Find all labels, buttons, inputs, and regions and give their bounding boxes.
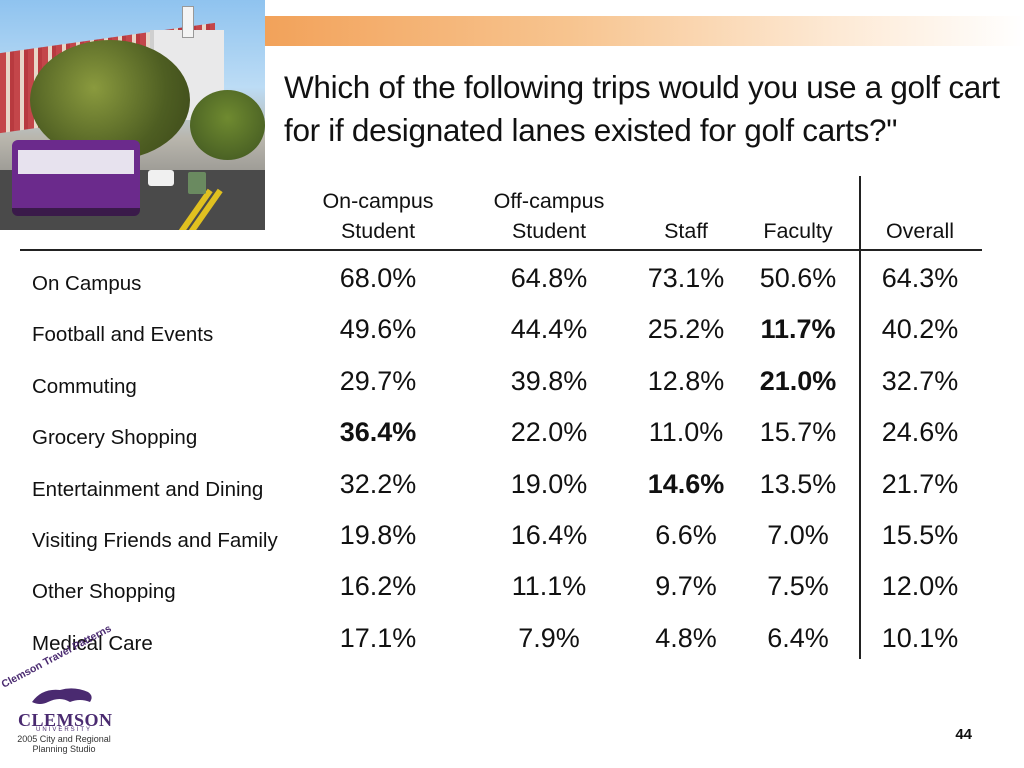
row-label: Commuting [32, 374, 137, 398]
table-cell: 17.1% [339, 622, 417, 653]
column-header-offcampus-student: Off-campus Student [493, 189, 605, 243]
campus-photo [0, 0, 265, 230]
column-header-faculty: Faculty [763, 219, 833, 243]
row-label: Football and Events [32, 323, 214, 347]
photo-light-tower [182, 6, 194, 38]
table-cell: 16.2% [339, 571, 417, 602]
column-header-overall: Overall [885, 219, 955, 243]
table-cell: 7.0% [767, 520, 829, 550]
table-cell: 64.8% [510, 263, 588, 293]
table-cell: 73.1% [647, 263, 725, 293]
logo-line-2: Planning Studio [32, 744, 96, 754]
photo-bus [12, 140, 140, 216]
table-cell: 6.4% [767, 622, 829, 653]
table-cell: 21.7% [881, 468, 959, 499]
column-header-staff: Staff [664, 219, 708, 243]
clemson-travel-patterns-logo: Clemson Travel Patterns CLEMSON UNIVERSI… [0, 623, 113, 756]
table-cell: 50.6% [759, 263, 837, 293]
table-cell: 9.7% [655, 571, 717, 602]
table-cell: 6.6% [655, 520, 717, 550]
photo-golf-cart [188, 172, 206, 194]
table-row: Visiting Friends and Family 19.8% 16.4% 6.6… [0, 513, 1024, 564]
table-cell: 15.7% [759, 417, 837, 448]
page-number: 44 [955, 726, 972, 743]
table-cell: 7.5% [767, 571, 829, 602]
slide-title: Which of the following trips would you u… [284, 69, 1000, 148]
table-row: Grocery Shopping 36.4% 22.0% 11.0% 15.7% 24.6… [0, 410, 1024, 461]
header-divider [20, 249, 982, 251]
table-cell: 19.8% [339, 520, 417, 550]
photo-tree [190, 90, 265, 160]
table-cell: 13.5% [759, 468, 837, 499]
table-row: Football and Events 49.6% 44.4% 25.2% 11.7% 4… [0, 307, 1024, 358]
table-cell: 32.2% [339, 468, 417, 499]
table-cell: 7.9% [518, 622, 580, 653]
logo-university: UNIVERSITY [35, 727, 92, 733]
table-cell: 21.0% [759, 365, 837, 396]
row-label: Grocery Shopping [32, 426, 198, 450]
table-cell: 44.4% [510, 314, 588, 345]
table-row: Entertainment and Dining 32.2% 19.0% 14.6% 1… [0, 462, 1024, 513]
table-row: Medical Care 17.1% 7.9% 4.8% 6.4% 10.1% [0, 616, 1024, 667]
tiger-icon [32, 688, 92, 704]
row-label: Entertainment and Dining [32, 477, 264, 501]
photo-car [148, 170, 174, 186]
column-header-oncampus-student: On-campus Student [322, 189, 434, 243]
table-cell: 39.8% [510, 365, 588, 396]
row-label: Visiting Friends and Family [32, 529, 278, 552]
table-cell: 22.0% [510, 417, 588, 448]
table-cell: 24.6% [881, 417, 959, 448]
table-cell: 12.8% [647, 365, 725, 396]
table-cell: 25.2% [647, 314, 725, 345]
table-cell: 40.2% [881, 314, 959, 345]
table-cell: 11.1% [511, 571, 587, 602]
table-cell: 4.8% [655, 622, 717, 653]
table-row: Other Shopping 16.2% 11.1% 9.7% 7.5% 12.0% [0, 564, 1024, 615]
row-label: Medical Care [32, 631, 153, 655]
table-cell: 10.1% [881, 622, 959, 653]
table-cell: 29.7% [339, 365, 417, 396]
table-cell: 32.7% [881, 365, 959, 396]
title-accent-bar [265, 16, 1024, 46]
table-cell: 16.4% [510, 520, 588, 550]
table-cell: 11.7% [760, 314, 836, 345]
table-cell: 36.4% [339, 417, 417, 448]
table-cell: 14.6% [647, 468, 725, 499]
table-cell: 64.3% [881, 263, 959, 293]
table-row: On Campus 68.0% 64.8% 73.1% 50.6% 64.3% [0, 256, 1024, 307]
logo-clemson: CLEMSON [18, 710, 113, 730]
row-label: Other Shopping [32, 580, 176, 604]
overall-column-divider [859, 176, 861, 659]
logo-line-1: 2005 City and Regional [17, 734, 111, 744]
row-label: On Campus [32, 272, 142, 295]
table-cell: 11.0% [648, 417, 724, 448]
table-cell: 12.0% [881, 571, 959, 602]
table-row: Commuting 29.7% 39.8% 12.8% 21.0% 32.7% [0, 359, 1024, 410]
table-cell: 19.0% [510, 468, 588, 499]
table-cell: 49.6% [339, 314, 417, 345]
table-cell: 15.5% [881, 520, 959, 550]
table-cell: 68.0% [339, 263, 417, 293]
